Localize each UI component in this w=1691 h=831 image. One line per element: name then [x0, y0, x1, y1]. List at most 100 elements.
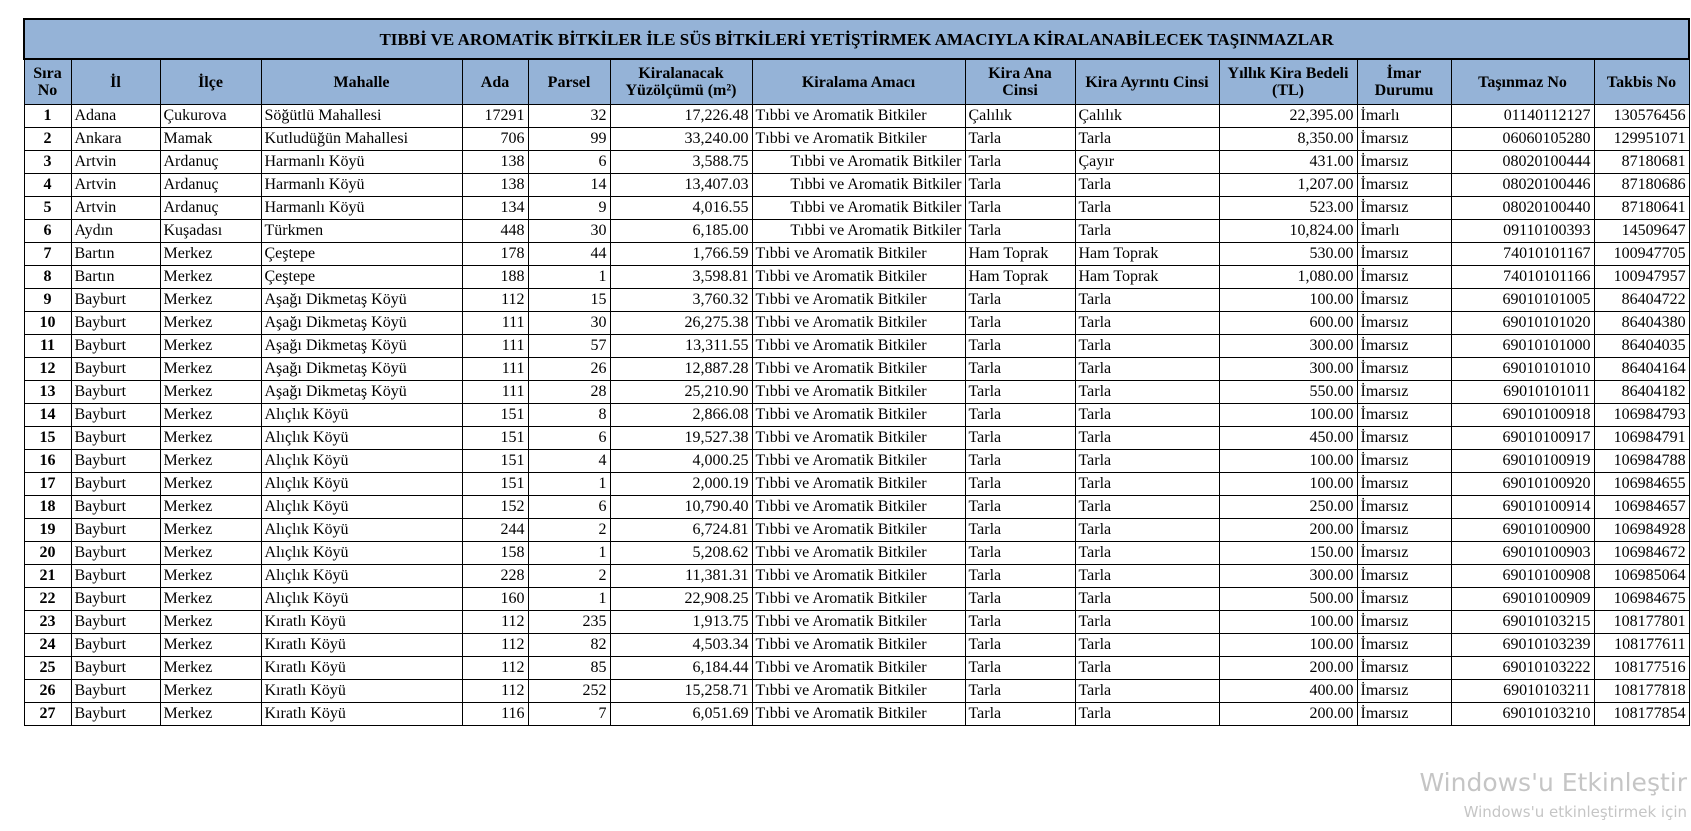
cell-mahalle: Alıçlık Köyü [260, 541, 463, 565]
column-header-mahalle: Mahalle [260, 58, 463, 105]
cell-kiralama-amaci: Tıbbi ve Aromatik Bitkiler [751, 288, 966, 312]
column-header-takbis-no: Takbis No [1593, 58, 1690, 105]
cell-takbis-no: 106984655 [1593, 472, 1690, 496]
cell-kiralama-amaci: Tıbbi ve Aromatik Bitkiler [751, 449, 966, 473]
cell-kira-ayrinti-cinsi: Tarla [1074, 426, 1220, 450]
cell-ilce: Merkez [159, 679, 262, 703]
table-row: 12 Bayburt Merkez Aşağı Dikmetaş Köyü 111 26 1… [23, 357, 1690, 381]
cell-ilce: Merkez [159, 449, 262, 473]
cell-kira-ana-cinsi: Tarla [964, 449, 1076, 473]
cell-il: Bayburt [70, 564, 161, 588]
cell-takbis-no: 130576456 [1593, 104, 1690, 128]
cell-imar-durumu: İmarsız [1356, 633, 1452, 657]
cell-ada: 112 [461, 633, 529, 657]
cell-il: Bayburt [70, 587, 161, 611]
cell-yuzolcumu: 33,240.00 [609, 127, 753, 151]
cell-parsel: 8 [527, 403, 611, 427]
table-row: 20 Bayburt Merkez Alıçlık Köyü 158 1 5,208.62 T… [23, 541, 1690, 565]
cell-tasinmaz-no: 06060105280 [1450, 127, 1595, 151]
cell-il: Bayburt [70, 449, 161, 473]
cell-sira-no: 3 [23, 150, 72, 174]
cell-sira-no: 18 [23, 495, 72, 519]
cell-sira-no: 9 [23, 288, 72, 312]
cell-il: Bartın [70, 265, 161, 289]
cell-kira-ana-cinsi: Tarla [964, 219, 1076, 243]
cell-ilce: Merkez [159, 518, 262, 542]
cell-imar-durumu: İmarsız [1356, 679, 1452, 703]
cell-ada: 158 [461, 541, 529, 565]
cell-yillik-kira: 100.00 [1218, 472, 1358, 496]
cell-kira-ayrinti-cinsi: Tarla [1074, 219, 1220, 243]
column-header-ada: Ada [461, 58, 529, 105]
cell-kira-ana-cinsi: Tarla [964, 403, 1076, 427]
cell-takbis-no: 108177854 [1593, 702, 1690, 726]
cell-kira-ana-cinsi: Tarla [964, 610, 1076, 634]
activation-watermark-subtext: Windows'u etkinleştirmek için [1463, 803, 1687, 821]
cell-yuzolcumu: 13,407.03 [609, 173, 753, 197]
cell-imar-durumu: İmarsız [1356, 449, 1452, 473]
cell-kiralama-amaci: Tıbbi ve Aromatik Bitkiler [751, 587, 966, 611]
cell-parsel: 1 [527, 265, 611, 289]
cell-takbis-no: 106984788 [1593, 449, 1690, 473]
cell-mahalle: Alıçlık Köyü [260, 403, 463, 427]
cell-yuzolcumu: 12,887.28 [609, 357, 753, 381]
table-row: 25 Bayburt Merkez Kıratlı Köyü 112 85 6,184.44… [23, 656, 1690, 680]
cell-mahalle: Aşağı Dikmetaş Köyü [260, 311, 463, 335]
cell-sira-no: 20 [23, 541, 72, 565]
cell-mahalle: Harmanlı Köyü [260, 150, 463, 174]
cell-kira-ayrinti-cinsi: Ham Toprak [1074, 265, 1220, 289]
table-row: 24 Bayburt Merkez Kıratlı Köyü 112 82 4,503.34… [23, 633, 1690, 657]
cell-mahalle: Türkmen [260, 219, 463, 243]
cell-kira-ana-cinsi: Tarla [964, 173, 1076, 197]
cell-sira-no: 7 [23, 242, 72, 266]
column-header-kiralama-amaci: Kiralama Amacı [751, 58, 966, 105]
cell-sira-no: 25 [23, 656, 72, 680]
cell-kira-ana-cinsi: Tarla [964, 426, 1076, 450]
column-header-sira-no: Sıra No [23, 58, 72, 105]
cell-kiralama-amaci: Tıbbi ve Aromatik Bitkiler [751, 173, 966, 197]
cell-parsel: 4 [527, 449, 611, 473]
column-header-yillik-kira: Yıllık Kira Bedeli (TL) [1218, 58, 1358, 105]
cell-kiralama-amaci: Tıbbi ve Aromatik Bitkiler [751, 472, 966, 496]
cell-yillik-kira: 100.00 [1218, 288, 1358, 312]
cell-mahalle: Alıçlık Köyü [260, 518, 463, 542]
cell-yillik-kira: 200.00 [1218, 656, 1358, 680]
cell-kira-ayrinti-cinsi: Tarla [1074, 403, 1220, 427]
cell-yuzolcumu: 2,866.08 [609, 403, 753, 427]
cell-imar-durumu: İmarsız [1356, 610, 1452, 634]
cell-kira-ana-cinsi: Ham Toprak [964, 265, 1076, 289]
table-row: 27 Bayburt Merkez Kıratlı Köyü 116 7 6,051.69 T… [23, 702, 1690, 726]
cell-kiralama-amaci: Tıbbi ve Aromatik Bitkiler [751, 127, 966, 151]
cell-kira-ana-cinsi: Çalılık [964, 104, 1076, 128]
cell-il: Bayburt [70, 357, 161, 381]
cell-kira-ayrinti-cinsi: Tarla [1074, 656, 1220, 680]
cell-imar-durumu: İmarsız [1356, 311, 1452, 335]
table-row: 15 Bayburt Merkez Alıçlık Köyü 151 6 19,527.38… [23, 426, 1690, 450]
cell-takbis-no: 108177818 [1593, 679, 1690, 703]
cell-kira-ayrinti-cinsi: Çalılık [1074, 104, 1220, 128]
column-header-tasinmaz-no: Taşınmaz No [1450, 58, 1595, 105]
cell-imar-durumu: İmarlı [1356, 104, 1452, 128]
cell-mahalle: Kıratlı Köyü [260, 702, 463, 726]
cell-takbis-no: 100947705 [1593, 242, 1690, 266]
cell-kiralama-amaci: Tıbbi ve Aromatik Bitkiler [751, 196, 966, 220]
cell-kiralama-amaci: Tıbbi ve Aromatik Bitkiler [751, 702, 966, 726]
table-row: 5 Artvin Ardanuç Harmanlı Köyü 134 9 4,016.55 T… [23, 196, 1690, 220]
cell-tasinmaz-no: 69010103210 [1450, 702, 1595, 726]
cell-mahalle: Alıçlık Köyü [260, 449, 463, 473]
cell-mahalle: Çeştepe [260, 265, 463, 289]
cell-kira-ana-cinsi: Tarla [964, 518, 1076, 542]
cell-imar-durumu: İmarsız [1356, 288, 1452, 312]
cell-kira-ana-cinsi: Tarla [964, 564, 1076, 588]
table-body: 1 Adana Çukurova Söğütlü Mahallesi 17291 32 17… [23, 104, 1690, 726]
cell-il: Bayburt [70, 633, 161, 657]
cell-parsel: 82 [527, 633, 611, 657]
table-row: 13 Bayburt Merkez Aşağı Dikmetaş Köyü 111 28 2… [23, 380, 1690, 404]
cell-ada: 111 [461, 380, 529, 404]
cell-kiralama-amaci: Tıbbi ve Aromatik Bitkiler [751, 104, 966, 128]
cell-yillik-kira: 500.00 [1218, 587, 1358, 611]
cell-kira-ana-cinsi: Tarla [964, 380, 1076, 404]
cell-yillik-kira: 100.00 [1218, 610, 1358, 634]
column-header-row: Sıra No İl İlçe Mahalle Ada Parsel Kiralanacak… [23, 58, 1690, 105]
cell-mahalle: Aşağı Dikmetaş Köyü [260, 380, 463, 404]
